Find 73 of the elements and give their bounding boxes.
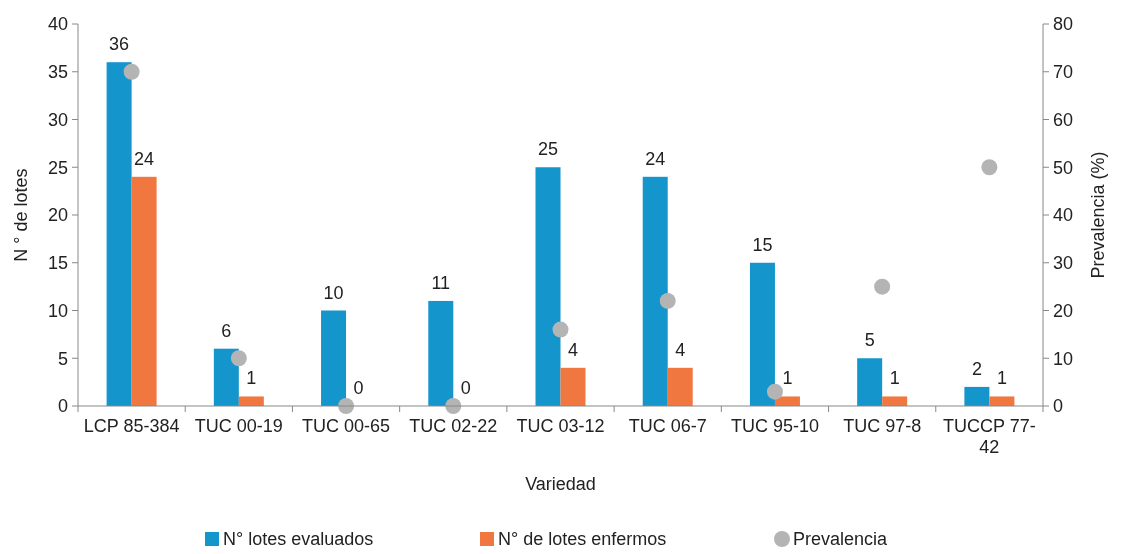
x-tick-label: TUCCP 77-42: [943, 416, 1036, 457]
legend-label: N° de lotes enfermos: [498, 529, 667, 549]
data-label: 11: [431, 272, 451, 293]
y2-tick-label: 40: [1053, 205, 1074, 226]
data-label: 1: [782, 368, 793, 389]
x-tick-label: TUC 95-10: [730, 416, 819, 436]
data-label: 4: [675, 339, 686, 360]
bar: [321, 310, 347, 406]
data-label: 1: [889, 368, 900, 389]
bar: [428, 300, 454, 406]
y2-tick-label: 0: [1053, 396, 1064, 417]
data-label: 4: [567, 339, 579, 360]
bar: [989, 396, 1015, 406]
legend-label: Prevalencia: [793, 529, 889, 549]
y2-tick-label: 80: [1053, 14, 1074, 35]
data-label: 0: [353, 378, 364, 398]
y2-axis-title: Prevalencia (%): [1088, 151, 1108, 279]
point: [874, 278, 891, 295]
bar: [535, 167, 561, 406]
data-label: 1: [996, 368, 1007, 389]
x-tick-label: TUC 97-8: [843, 416, 922, 436]
x-tick-label: TUC 03-12: [516, 416, 605, 436]
bar: [106, 62, 132, 406]
data-label: 36: [109, 34, 130, 55]
y2-tick-label: 50: [1053, 157, 1074, 178]
bar: [964, 386, 990, 406]
bar: [642, 176, 668, 406]
data-label: 15: [752, 234, 773, 255]
y-tick-label: 40: [47, 14, 68, 35]
data-label: 5: [864, 330, 875, 351]
bar: [749, 262, 775, 406]
bar: [857, 358, 883, 406]
x-tick-label: TUC 00-65: [302, 416, 391, 436]
y-tick-label: 15: [47, 253, 68, 274]
x-tick-label: LCP 85-384: [83, 416, 180, 436]
y-axis-title: N ° de lotes: [11, 168, 31, 262]
x-tick-label: TUC 00-19: [194, 416, 283, 436]
bar: [131, 176, 157, 406]
y-tick-label: 25: [47, 157, 68, 178]
point: [659, 292, 676, 309]
y2-tick-label: 60: [1053, 109, 1074, 130]
bar: [238, 396, 264, 406]
data-label: 6: [221, 320, 232, 341]
data-label: 24: [645, 148, 666, 169]
point: [230, 350, 247, 367]
y-tick-label: 10: [47, 300, 68, 321]
y2-tick-label: 70: [1053, 62, 1074, 83]
y-tick-label: 35: [47, 62, 68, 83]
x-tick-label: TUC 02-22: [409, 416, 498, 436]
point: [123, 63, 140, 80]
bar: [667, 367, 693, 406]
y-tick-label: 30: [47, 109, 68, 130]
data-label: 1: [246, 368, 257, 389]
y-tick-label: 20: [47, 205, 68, 226]
y2-tick-label: 30: [1053, 253, 1074, 274]
data-label: 0: [460, 378, 471, 398]
x-tick-label: TUC 06-7: [628, 416, 707, 436]
data-label: 25: [537, 139, 559, 160]
y2-tick-label: 10: [1053, 348, 1074, 369]
y2-tick-label: 20: [1053, 300, 1074, 321]
data-label: 24: [134, 148, 155, 169]
y-tick-label: 0: [57, 396, 68, 417]
point: [766, 383, 783, 400]
point: [552, 321, 569, 338]
data-label: 2: [971, 358, 982, 379]
y-tick-label: 5: [57, 348, 68, 369]
bar: [560, 367, 586, 406]
bar: [213, 348, 239, 406]
legend-label: N° lotes evaluados: [223, 529, 374, 549]
data-label: 10: [323, 282, 344, 303]
point: [981, 159, 998, 176]
x-axis-title: Variedad: [525, 474, 596, 494]
bar: [882, 396, 908, 406]
